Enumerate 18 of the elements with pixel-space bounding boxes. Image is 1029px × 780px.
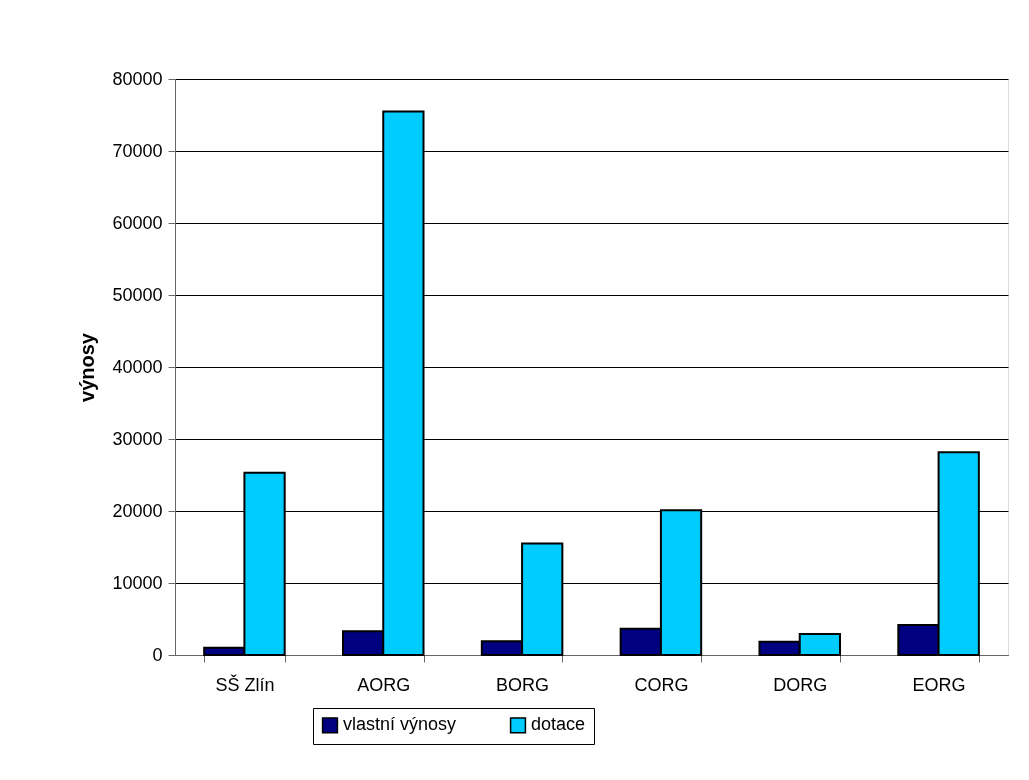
y-tick-label: 30000 (112, 428, 163, 449)
legend-label: dotace (531, 714, 586, 735)
y-tick-label: 70000 (112, 140, 163, 161)
y-axis-title: výnosy (76, 332, 99, 402)
y-tick-label: 20000 (112, 500, 163, 521)
y-tick-label: 60000 (112, 212, 163, 233)
x-tick-label: SŠ Zlín (215, 673, 275, 695)
y-tick-label: 80000 (112, 68, 163, 89)
y-tick-label: 10000 (112, 572, 163, 593)
y-tick-label: 40000 (112, 356, 163, 377)
x-tick-label: DORG (773, 674, 828, 695)
x-tick-label: AORG (357, 674, 411, 695)
x-tick-label: EORG (912, 674, 966, 695)
x-tick-label: BORG (496, 674, 550, 695)
y-tick-label: 50000 (112, 284, 163, 305)
x-tick-label: CORG (634, 674, 689, 695)
legend-label: vlastní výnosy (343, 714, 457, 735)
y-tick-label: 0 (152, 644, 163, 665)
